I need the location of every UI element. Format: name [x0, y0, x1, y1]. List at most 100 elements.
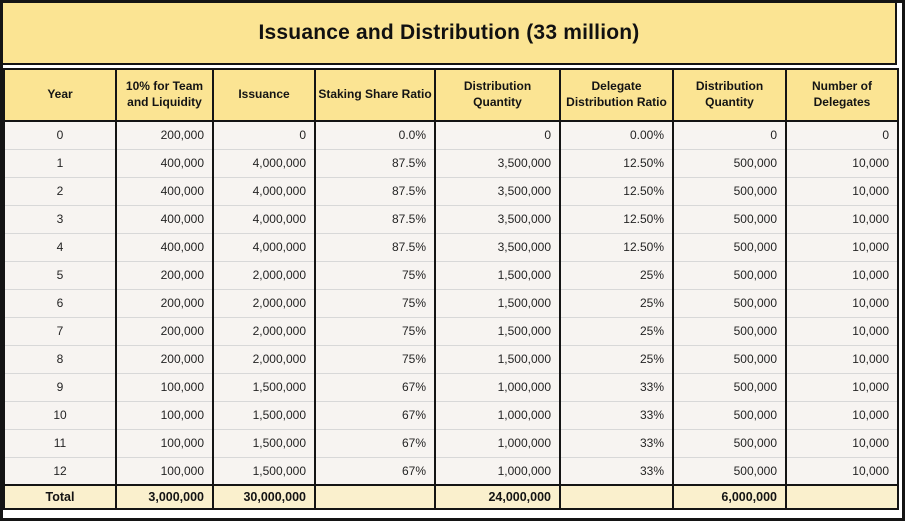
table-row: 5 200,000 2,000,000 75% 1,500,000 25% 500,000 1…: [3, 260, 899, 289]
value-cell: 10,000: [785, 148, 899, 177]
value-cell: 1,500,000: [434, 344, 561, 373]
col-header-year: Year: [3, 68, 117, 122]
col-header-distribution-quantity-staking: Distribution Quantity: [434, 68, 561, 122]
value-cell: 1,500,000: [434, 316, 561, 345]
value-cell: 0: [672, 120, 787, 149]
year-cell: 3: [3, 204, 117, 233]
year-cell: 10: [3, 400, 117, 429]
value-cell: 500,000: [672, 400, 787, 429]
title-divider-gap: [3, 65, 902, 68]
table-row: 2 400,000 4,000,000 87.5% 3,500,000 12.50% 500…: [3, 176, 899, 205]
value-cell: 4,000,000: [212, 176, 316, 205]
year-cell: 2: [3, 176, 117, 205]
value-cell: 0: [212, 120, 316, 149]
value-cell: 67%: [314, 428, 436, 457]
table-title-bar: Issuance and Distribution (33 million): [3, 3, 897, 65]
value-cell: 500,000: [672, 456, 787, 485]
col-header-number-of-delegates: Number of Delegates: [785, 68, 899, 122]
value-cell: [314, 484, 436, 509]
value-cell: 75%: [314, 288, 436, 317]
value-cell: 4,000,000: [212, 204, 316, 233]
value-cell: 400,000: [115, 148, 214, 177]
value-cell: 6,000,000: [672, 484, 787, 509]
value-cell: 2,000,000: [212, 260, 316, 289]
value-cell: 3,500,000: [434, 204, 561, 233]
value-cell: 1,000,000: [434, 428, 561, 457]
issuance-table: Year 10% for Team and Liquidity Issuance…: [3, 68, 899, 510]
value-cell: 10,000: [785, 176, 899, 205]
value-cell: 500,000: [672, 428, 787, 457]
value-cell: 12.50%: [559, 176, 674, 205]
col-header-issuance: Issuance: [212, 68, 316, 122]
total-row: Total 3,000,000 30,000,000 24,000,000 6,000,…: [3, 484, 899, 509]
value-cell: 4,000,000: [212, 148, 316, 177]
value-cell: [785, 484, 899, 509]
value-cell: 24,000,000: [434, 484, 561, 509]
value-cell: 25%: [559, 288, 674, 317]
value-cell: 500,000: [672, 288, 787, 317]
value-cell: 12.50%: [559, 204, 674, 233]
year-cell: 9: [3, 372, 117, 401]
value-cell: 100,000: [115, 456, 214, 485]
value-cell: 100,000: [115, 400, 214, 429]
value-cell: 75%: [314, 316, 436, 345]
value-cell: 200,000: [115, 288, 214, 317]
value-cell: 1,500,000: [212, 372, 316, 401]
value-cell: 3,500,000: [434, 232, 561, 261]
value-cell: 10,000: [785, 260, 899, 289]
value-cell: 1,500,000: [212, 400, 316, 429]
table-row: 10 100,000 1,500,000 67% 1,000,000 33% 500,000…: [3, 400, 899, 429]
year-cell: 12: [3, 456, 117, 485]
value-cell: 100,000: [115, 372, 214, 401]
value-cell: 67%: [314, 372, 436, 401]
value-cell: 2,000,000: [212, 288, 316, 317]
value-cell: 100,000: [115, 428, 214, 457]
value-cell: 1,500,000: [212, 428, 316, 457]
value-cell: 10,000: [785, 344, 899, 373]
table-row: 9 100,000 1,500,000 67% 1,000,000 33% 500,000 1…: [3, 372, 899, 401]
value-cell: 12.50%: [559, 148, 674, 177]
value-cell: 400,000: [115, 232, 214, 261]
year-cell: 6: [3, 288, 117, 317]
value-cell: 200,000: [115, 344, 214, 373]
value-cell: 75%: [314, 260, 436, 289]
year-cell: 5: [3, 260, 117, 289]
value-cell: 12.50%: [559, 232, 674, 261]
value-cell: 500,000: [672, 316, 787, 345]
table-row: 4 400,000 4,000,000 87.5% 3,500,000 12.50% 500…: [3, 232, 899, 261]
value-cell: 400,000: [115, 204, 214, 233]
value-cell: 200,000: [115, 316, 214, 345]
value-cell: 10,000: [785, 204, 899, 233]
value-cell: 1,000,000: [434, 456, 561, 485]
col-header-staking-share-ratio: Staking Share Ratio: [314, 68, 436, 122]
total-label-cell: Total: [3, 484, 117, 509]
value-cell: 10,000: [785, 372, 899, 401]
value-cell: 200,000: [115, 120, 214, 149]
header-row: Year 10% for Team and Liquidity Issuance…: [3, 68, 899, 122]
table-body: 0 200,000 0 0.0% 0 0.00% 0 0 1 400,000 4,000,000 87…: [3, 120, 899, 509]
value-cell: 1,500,000: [434, 288, 561, 317]
value-cell: 3,000,000: [115, 484, 214, 509]
value-cell: 30,000,000: [212, 484, 316, 509]
value-cell: 2,000,000: [212, 316, 316, 345]
table-row: 6 200,000 2,000,000 75% 1,500,000 25% 500,000 1…: [3, 288, 899, 317]
year-cell: 0: [3, 120, 117, 149]
value-cell: 200,000: [115, 260, 214, 289]
table-row: 7 200,000 2,000,000 75% 1,500,000 25% 500,000 1…: [3, 316, 899, 345]
value-cell: 10,000: [785, 288, 899, 317]
value-cell: 10,000: [785, 316, 899, 345]
table-row: 12 100,000 1,500,000 67% 1,000,000 33% 500,000…: [3, 456, 899, 485]
value-cell: 25%: [559, 344, 674, 373]
col-header-delegate-distribution-ratio: Delegate Distribution Ratio: [559, 68, 674, 122]
value-cell: 1,500,000: [212, 456, 316, 485]
value-cell: 87.5%: [314, 176, 436, 205]
value-cell: 500,000: [672, 148, 787, 177]
year-cell: 4: [3, 232, 117, 261]
value-cell: 0.00%: [559, 120, 674, 149]
value-cell: 500,000: [672, 176, 787, 205]
page-title: Issuance and Distribution (33 million): [258, 21, 640, 44]
value-cell: 10,000: [785, 428, 899, 457]
value-cell: 3,500,000: [434, 176, 561, 205]
value-cell: 0: [785, 120, 899, 149]
value-cell: 1,000,000: [434, 372, 561, 401]
